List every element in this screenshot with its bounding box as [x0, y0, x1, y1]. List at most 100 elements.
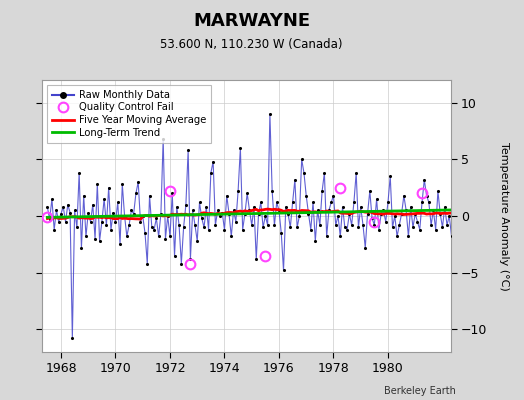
Point [375, 226, 383, 233]
Point [161, 236, 170, 242]
Point [264, 222, 272, 228]
Point [463, 222, 472, 228]
Point [238, 226, 247, 233]
Point [68, 335, 77, 342]
Point [84, 210, 92, 216]
Point [152, 215, 160, 222]
Point [277, 230, 286, 236]
Point [254, 210, 263, 217]
Point [129, 210, 138, 217]
Point [452, 210, 460, 217]
Point [384, 199, 392, 206]
Point [125, 222, 133, 228]
Point [395, 222, 403, 228]
Point [300, 170, 308, 176]
Point [234, 188, 242, 194]
Point [118, 181, 126, 188]
Legend: Raw Monthly Data, Quality Control Fail, Five Year Moving Average, Long-Term Tren: Raw Monthly Data, Quality Control Fail, … [47, 85, 211, 142]
Point [100, 196, 108, 202]
Point [429, 207, 438, 214]
Point [172, 204, 181, 210]
Point [218, 210, 226, 216]
Point [177, 260, 185, 267]
Point [52, 207, 61, 214]
Point [293, 224, 301, 230]
Point [230, 207, 238, 214]
Point [379, 207, 388, 214]
Point [327, 199, 335, 206]
Point [272, 199, 281, 206]
Point [397, 210, 406, 217]
Point [63, 202, 72, 208]
Point [109, 210, 117, 216]
Point [257, 199, 265, 206]
Point [195, 199, 204, 206]
Point [93, 181, 102, 188]
Point [388, 224, 397, 230]
Point [434, 188, 442, 194]
Point [427, 222, 435, 228]
Point [313, 207, 322, 214]
Point [390, 213, 399, 219]
Point [454, 226, 463, 233]
Point [104, 184, 113, 191]
Text: 53.600 N, 110.230 W (Canada): 53.600 N, 110.230 W (Canada) [160, 38, 343, 51]
Point [268, 188, 276, 194]
Point [418, 199, 426, 206]
Point [95, 238, 104, 244]
Point [66, 210, 74, 216]
Point [288, 199, 297, 206]
Point [411, 210, 419, 217]
Point [404, 233, 412, 240]
Point [170, 252, 179, 259]
Point [400, 192, 408, 199]
Point [193, 238, 201, 244]
Point [309, 199, 317, 206]
Point [202, 204, 211, 210]
Point [336, 233, 344, 240]
Point [225, 210, 233, 217]
Point [114, 199, 122, 206]
Point [50, 226, 58, 233]
Point [311, 238, 320, 244]
Point [381, 218, 390, 225]
Point [138, 213, 147, 219]
Point [157, 210, 165, 217]
Point [132, 190, 140, 196]
Point [304, 210, 313, 217]
Point [159, 136, 167, 142]
Point [61, 218, 70, 225]
Point [281, 204, 290, 210]
Point [123, 233, 131, 240]
Point [150, 226, 158, 233]
Point [424, 199, 433, 206]
Point [339, 204, 347, 210]
Point [86, 218, 95, 225]
Point [245, 207, 254, 214]
Point [184, 147, 192, 154]
Point [247, 222, 256, 228]
Point [275, 207, 283, 214]
Point [363, 210, 372, 217]
Point [77, 244, 85, 251]
Point [91, 236, 99, 242]
Point [198, 215, 206, 222]
Point [270, 222, 279, 228]
Point [232, 218, 240, 225]
Point [89, 202, 97, 208]
Point [250, 204, 258, 210]
Point [261, 213, 269, 219]
Point [386, 173, 395, 180]
Point [54, 218, 63, 225]
Point [468, 224, 476, 230]
Point [266, 111, 274, 117]
Point [393, 233, 401, 240]
Point [291, 176, 299, 183]
Point [361, 244, 369, 251]
Point [236, 145, 245, 151]
Point [356, 204, 365, 210]
Point [155, 233, 163, 240]
Point [121, 213, 129, 219]
Point [209, 158, 217, 165]
Point [107, 226, 115, 233]
